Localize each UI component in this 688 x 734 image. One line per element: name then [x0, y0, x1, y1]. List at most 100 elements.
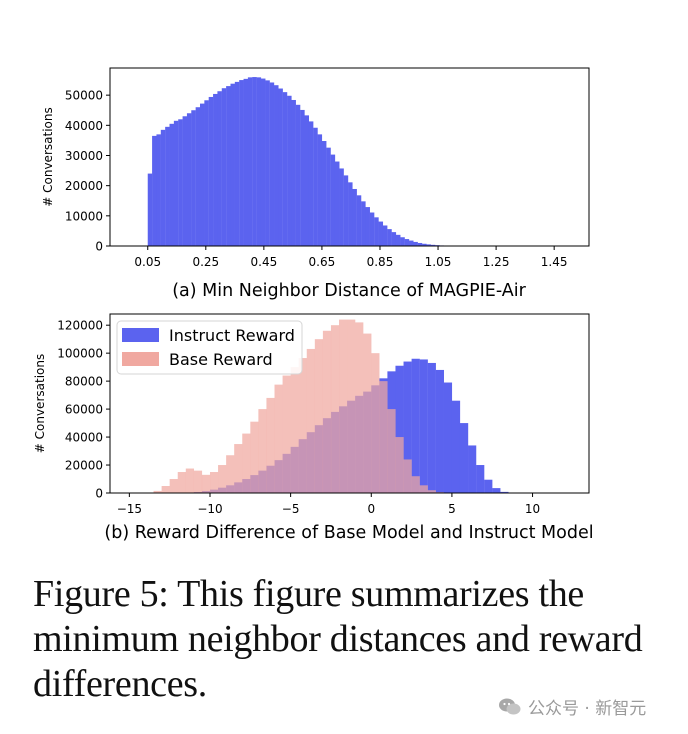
histogram-bar	[378, 221, 384, 246]
histogram-bar	[403, 459, 412, 493]
histogram-bar	[265, 80, 270, 247]
y-tick-label: 20000	[65, 459, 103, 473]
legend-label-instruct: Instruct Reward	[169, 326, 295, 345]
y-tick-label: 10000	[65, 209, 103, 223]
histogram-bar	[213, 93, 218, 246]
histogram-bar	[451, 400, 461, 493]
histogram-bar	[400, 237, 405, 246]
histogram-bar	[500, 491, 509, 493]
histogram-bar	[208, 96, 214, 247]
histogram-bar	[274, 85, 279, 246]
histogram-bar	[339, 319, 348, 493]
histogram-bar	[260, 78, 266, 246]
legend-box	[116, 320, 303, 375]
histogram-bar	[161, 486, 170, 493]
histogram-bar	[169, 123, 175, 246]
panel-a-y-axis-label: # Conversations	[41, 107, 55, 206]
histogram-bar	[274, 384, 283, 493]
histogram-bar	[395, 437, 404, 493]
histogram-bar	[290, 367, 299, 493]
y-tick-label: 30000	[65, 149, 103, 163]
histogram-bar	[243, 78, 249, 246]
series-1-bars	[153, 319, 453, 494]
histogram-bar	[306, 348, 315, 493]
histogram-bar	[411, 476, 420, 493]
histogram-bar	[409, 240, 414, 246]
panel-a-ticks: 0.05 0.25 0.45 0.65 0.85 1.05 1.25 1.45 0 10000 20…	[65, 89, 568, 269]
histogram-bar	[363, 333, 372, 493]
histogram-bar	[317, 134, 323, 246]
x-tick-label: 1.25	[483, 255, 510, 269]
x-tick-label: 5	[448, 502, 456, 516]
histogram-bar	[391, 232, 397, 246]
y-tick-label: 0	[95, 240, 103, 254]
histogram-bar	[369, 212, 375, 246]
histogram-bar	[177, 472, 186, 493]
series-0-bars	[147, 77, 475, 247]
panel-a-bars	[147, 77, 475, 247]
histogram-bar	[165, 126, 170, 246]
histogram-bar	[226, 455, 235, 493]
histogram-bar	[295, 104, 301, 246]
histogram-bar	[282, 92, 288, 246]
histogram-bar	[426, 244, 431, 246]
y-tick-label: 20000	[65, 179, 103, 193]
y-tick-label: 0	[95, 487, 103, 501]
x-tick-label: 0.45	[251, 255, 278, 269]
histogram-bar	[185, 468, 195, 493]
histogram-bar	[304, 115, 309, 247]
x-tick-label: −15	[117, 502, 142, 516]
histogram-bar	[326, 147, 331, 246]
histogram-bar	[313, 127, 318, 246]
x-tick-label: 0.05	[134, 255, 161, 269]
histogram-bar	[147, 173, 153, 246]
histogram-bar	[256, 77, 262, 246]
histogram-bar	[152, 135, 157, 246]
y-tick-label: 100000	[57, 347, 103, 361]
histogram-bar	[430, 244, 436, 246]
histogram-bar	[234, 81, 240, 246]
histogram-bar	[287, 95, 292, 246]
histogram-bar	[178, 119, 183, 246]
histogram-bar	[371, 353, 380, 493]
histogram-bar	[395, 234, 401, 246]
histogram-bar	[252, 77, 257, 246]
watermark: 公众号 · 新智元	[498, 694, 646, 719]
histogram-bar	[282, 375, 291, 493]
panel-b-title: (b) Reward Difference of Base Model and …	[104, 523, 593, 543]
panel-a-title: (a) Min Neighbor Distance of MAGPIE-Air	[172, 281, 526, 301]
panel-b-histogram: −15 −10 −5 0 5 10 0 20000 40000 60000 80000 100000 1…	[33, 313, 594, 543]
histogram-bar	[201, 474, 211, 493]
watermark-text: 公众号 · 新智元	[528, 699, 647, 719]
histogram-bar	[427, 490, 436, 493]
histogram-bar	[186, 113, 192, 246]
histogram-bar	[352, 188, 357, 246]
histogram-bar	[427, 362, 436, 493]
histogram-bar	[379, 381, 388, 494]
x-tick-label: 1.45	[541, 255, 568, 269]
panel-b-legend: Instruct Reward Base Reward	[116, 320, 303, 375]
x-tick-label: 1.05	[425, 255, 452, 269]
histogram-bar	[300, 109, 305, 246]
legend-swatch-instruct	[122, 328, 159, 342]
histogram-bar	[269, 82, 275, 246]
histogram-bar	[339, 168, 344, 246]
x-tick-label: 0.25	[192, 255, 219, 269]
histogram-bar	[153, 490, 162, 493]
x-tick-label: 0.65	[309, 255, 336, 269]
histogram-bar	[321, 141, 327, 246]
histogram-bar	[443, 382, 453, 493]
histogram-bar	[387, 409, 396, 493]
wechat-icon	[498, 697, 522, 717]
histogram-bar	[374, 217, 379, 246]
histogram-bar	[195, 107, 201, 246]
histogram-bar	[347, 319, 356, 493]
histogram-bar	[266, 397, 275, 493]
histogram-bar	[387, 229, 392, 246]
histogram-bar	[314, 339, 324, 493]
histogram-bar	[278, 88, 283, 247]
histogram-bar	[343, 175, 349, 246]
histogram-bar	[419, 485, 428, 493]
histogram-bar	[435, 369, 444, 493]
